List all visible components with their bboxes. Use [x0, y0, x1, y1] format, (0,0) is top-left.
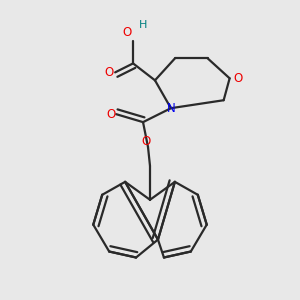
Text: O: O — [122, 26, 132, 39]
Text: N: N — [167, 102, 175, 115]
Text: O: O — [233, 72, 242, 85]
Text: O: O — [105, 66, 114, 79]
Text: O: O — [141, 134, 151, 148]
Text: O: O — [106, 108, 116, 121]
Text: H: H — [139, 20, 147, 30]
